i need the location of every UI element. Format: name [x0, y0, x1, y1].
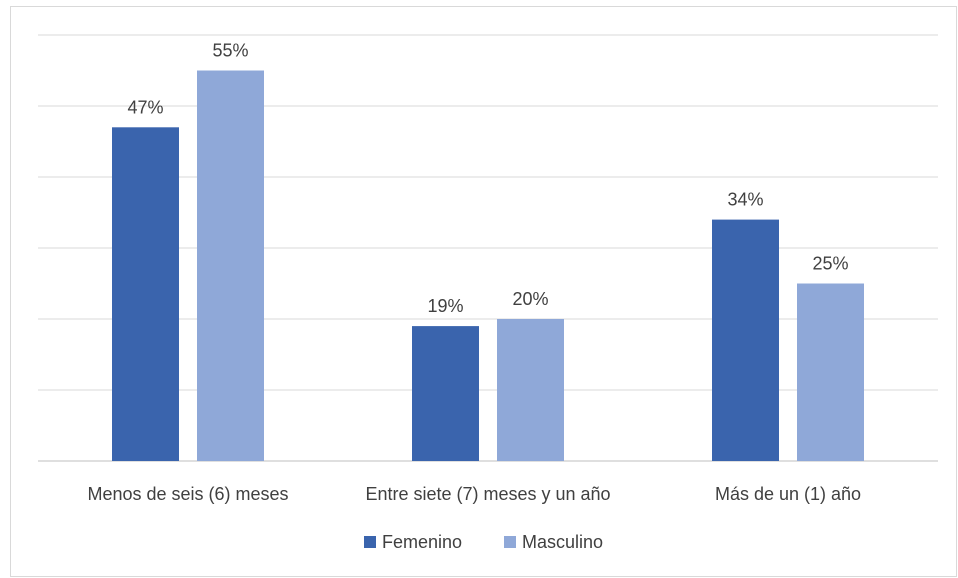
- data-label-masculino-2: 20%: [512, 289, 548, 309]
- gridlines: [38, 34, 938, 462]
- bar-masculino-2: [497, 319, 564, 461]
- bar-femenino-2: [412, 326, 479, 461]
- data-label-femenino-1: 47%: [127, 97, 163, 117]
- legend: Femenino Masculino: [364, 532, 603, 552]
- category-label-3: Más de un (1) año: [715, 484, 861, 504]
- data-labels: 47% 55% 19% 20% 34% 25%: [127, 41, 848, 317]
- category-label-1: Menos de seis (6) meses: [87, 484, 288, 504]
- data-label-femenino-2: 19%: [427, 296, 463, 316]
- category-labels: Menos de seis (6) meses Entre siete (7) m…: [87, 484, 861, 504]
- category-label-2: Entre siete (7) meses y un año: [365, 484, 610, 504]
- bar-masculino-3: [797, 283, 864, 461]
- bars: [112, 70, 864, 462]
- bar-masculino-1: [197, 70, 264, 461]
- legend-swatch-femenino: [364, 536, 376, 548]
- bar-femenino-3: [712, 219, 779, 461]
- data-label-masculino-1: 55%: [212, 41, 248, 61]
- legend-label-femenino: Femenino: [382, 532, 462, 552]
- data-label-masculino-3: 25%: [812, 254, 848, 274]
- legend-label-masculino: Masculino: [522, 532, 603, 552]
- bar-femenino-1: [112, 127, 179, 462]
- data-label-femenino-3: 34%: [727, 190, 763, 210]
- legend-swatch-masculino: [504, 536, 516, 548]
